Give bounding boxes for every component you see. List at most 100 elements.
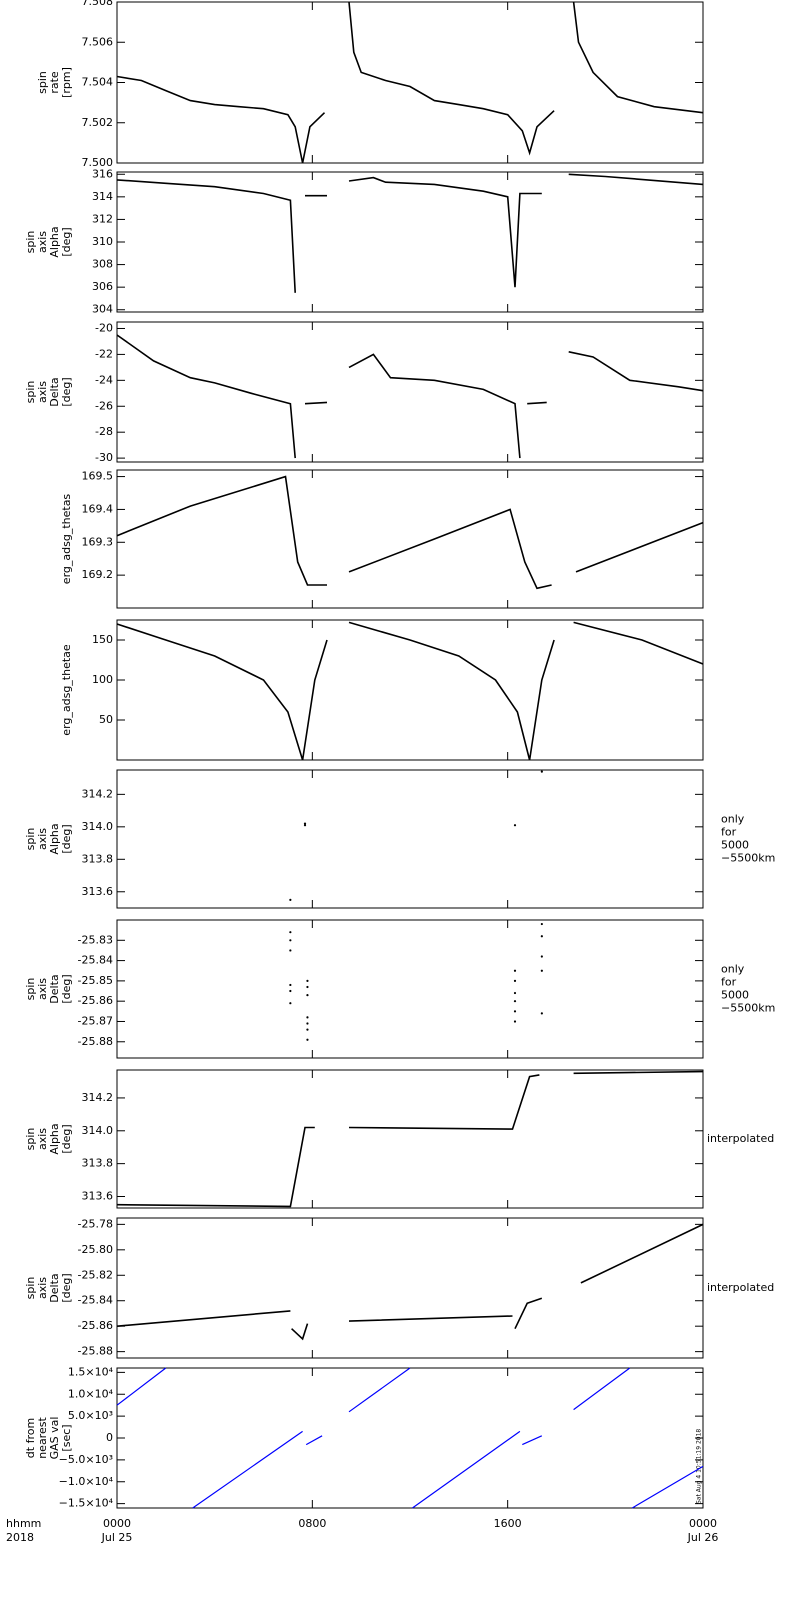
y-tick-label: 310 bbox=[92, 235, 113, 248]
y-tick-label: 313.8 bbox=[82, 852, 114, 865]
data-point bbox=[306, 979, 309, 982]
y-axis-label: nearest bbox=[36, 1417, 49, 1459]
annotation: for bbox=[721, 826, 737, 839]
data-point bbox=[303, 822, 307, 825]
data-point bbox=[513, 991, 517, 995]
y-tick-label: 7.500 bbox=[82, 156, 114, 169]
y-axis-label: [deg] bbox=[60, 227, 73, 256]
y-tick-label: −1.0×10⁴ bbox=[59, 1475, 114, 1488]
x-tick-label: 0000 bbox=[103, 1517, 131, 1530]
plot-frame bbox=[116, 1367, 704, 1509]
y-tick-label: -25.78 bbox=[78, 1217, 113, 1230]
plot-frame bbox=[116, 321, 704, 463]
y-tick-label: -25.85 bbox=[78, 974, 113, 987]
y-tick-label: -25.80 bbox=[78, 1243, 113, 1256]
y-axis-label: spin bbox=[36, 71, 49, 94]
y-tick-label: -25.86 bbox=[78, 1319, 113, 1332]
y-tick-label: 314.2 bbox=[82, 1091, 114, 1104]
data-point bbox=[289, 939, 292, 942]
y-tick-label: 313.8 bbox=[82, 1157, 114, 1170]
y-axis-label: [deg] bbox=[60, 1124, 73, 1153]
plot-frame bbox=[116, 919, 704, 1059]
y-axis-label: axis bbox=[36, 1128, 49, 1150]
y-tick-label: 169.2 bbox=[82, 568, 114, 581]
data-point bbox=[540, 935, 543, 938]
y-axis-label: spin bbox=[24, 1128, 37, 1151]
y-axis-label: [rpm] bbox=[60, 67, 73, 98]
y-tick-label: 5.0×10³ bbox=[68, 1409, 113, 1422]
annotation: −5500km bbox=[721, 852, 775, 865]
data-point bbox=[306, 985, 309, 989]
data-point bbox=[513, 824, 517, 827]
data-point bbox=[513, 1020, 517, 1023]
data-point bbox=[289, 983, 292, 987]
plot-frame bbox=[116, 769, 704, 909]
x-tick-date: Jul 26 bbox=[687, 1531, 719, 1544]
y-tick-label: 1.0×10⁴ bbox=[68, 1387, 114, 1400]
y-tick-label: 7.502 bbox=[82, 116, 114, 129]
y-tick-label: -28 bbox=[95, 425, 113, 438]
x-axis-label: hhmm bbox=[6, 1517, 41, 1530]
y-axis-label: Alpha bbox=[48, 226, 61, 257]
annotation: only bbox=[721, 963, 745, 976]
y-tick-label: -30 bbox=[95, 451, 113, 464]
data-point bbox=[289, 989, 292, 993]
annotation: −5500km bbox=[721, 1002, 775, 1015]
y-tick-label: 50 bbox=[99, 713, 113, 726]
data-line bbox=[116, 1070, 704, 1208]
y-tick-label: -20 bbox=[95, 321, 113, 334]
y-tick-label: -25.88 bbox=[78, 1345, 113, 1358]
y-axis-label: axis bbox=[36, 828, 49, 850]
annotation: only bbox=[721, 813, 745, 826]
x-axis-label: 2018 bbox=[6, 1531, 34, 1544]
annotation: 5000 bbox=[721, 989, 749, 1002]
y-axis-label: [deg] bbox=[60, 974, 73, 1003]
data-point bbox=[513, 1000, 517, 1003]
plot-frame bbox=[116, 1, 704, 164]
y-tick-label: 7.506 bbox=[82, 35, 114, 48]
y-tick-label: -25.86 bbox=[78, 994, 113, 1007]
plot-frame bbox=[116, 171, 704, 313]
y-axis-label: spin bbox=[24, 381, 37, 404]
data-point bbox=[513, 979, 517, 982]
y-tick-label: 314.2 bbox=[82, 787, 114, 800]
footnote: Sat Aug 4 10:51:19 2018 bbox=[696, 1429, 703, 1504]
y-tick-label: 7.508 bbox=[82, 0, 114, 8]
y-tick-label: 169.3 bbox=[82, 535, 114, 548]
y-tick-label: 169.4 bbox=[82, 502, 114, 515]
data-point bbox=[306, 1038, 309, 1041]
data-line bbox=[116, 334, 704, 459]
y-tick-label: -25.82 bbox=[78, 1268, 113, 1281]
y-axis-label: spin bbox=[24, 231, 37, 254]
y-tick-label: 304 bbox=[92, 303, 113, 316]
annotation: for bbox=[721, 976, 737, 989]
plot-frame bbox=[116, 1217, 704, 1359]
y-axis-label: [deg] bbox=[60, 824, 73, 853]
plot-frame bbox=[116, 1069, 704, 1209]
annotation: 5000 bbox=[721, 839, 749, 852]
data-line bbox=[116, 1, 704, 164]
y-tick-label: 100 bbox=[92, 673, 113, 686]
y-axis-label: spin bbox=[24, 1277, 37, 1300]
y-axis-label: Alpha bbox=[48, 823, 61, 854]
x-tick-label: 0800 bbox=[298, 1517, 326, 1530]
y-axis-label: erg_adsg_thetae bbox=[60, 644, 73, 736]
y-tick-label: -25.87 bbox=[78, 1014, 113, 1027]
y-tick-label: -25.83 bbox=[78, 933, 113, 946]
data-point bbox=[289, 898, 292, 901]
y-tick-label: 314.0 bbox=[82, 820, 114, 833]
annotation: interpolated bbox=[707, 1132, 774, 1145]
data-point bbox=[540, 969, 543, 972]
data-point bbox=[513, 969, 517, 972]
y-tick-label: 7.504 bbox=[82, 76, 114, 89]
data-point bbox=[540, 922, 543, 926]
y-tick-label: -22 bbox=[95, 347, 113, 360]
data-line bbox=[116, 475, 704, 590]
data-point bbox=[513, 1010, 517, 1013]
y-axis-label: Delta bbox=[48, 974, 61, 1003]
y-tick-label: −1.5×10⁴ bbox=[59, 1497, 114, 1510]
x-tick-label: 0000 bbox=[689, 1517, 717, 1530]
y-axis-label: [sec] bbox=[60, 1424, 73, 1451]
y-axis-label: GAS val bbox=[48, 1417, 61, 1460]
